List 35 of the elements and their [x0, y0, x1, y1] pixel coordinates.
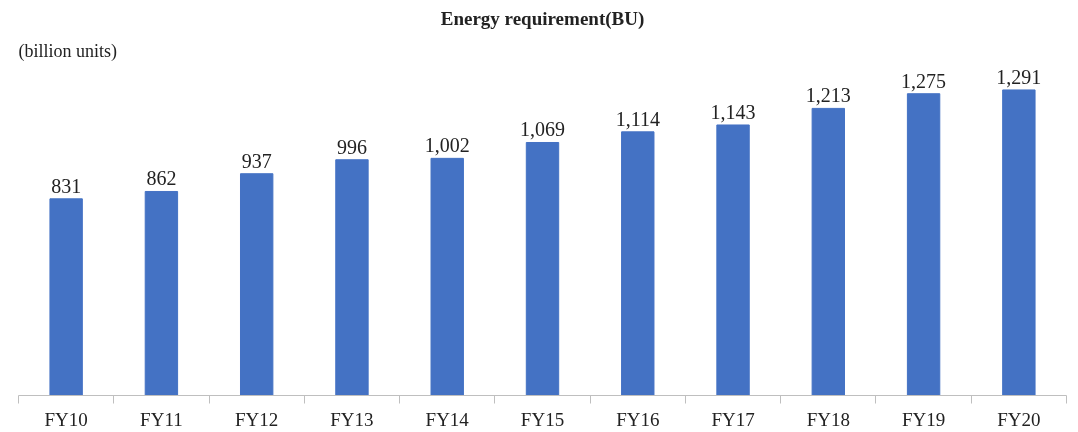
data-label: 1,143 [710, 100, 756, 123]
x-tick-label: FY19 [901, 408, 946, 430]
chart-title: Energy requirement(BU) [440, 7, 645, 30]
data-label: 1,275 [901, 69, 947, 92]
x-tick-label: FY13 [330, 408, 374, 430]
data-label: 1,291 [996, 65, 1042, 88]
bar [525, 141, 560, 396]
x-tick-label: FY18 [806, 408, 850, 430]
bar [621, 131, 655, 396]
bar [716, 124, 750, 396]
data-label: 937 [241, 149, 272, 172]
bar [811, 107, 846, 396]
data-label: 1,002 [424, 134, 470, 157]
x-tick-label: FY17 [711, 408, 755, 430]
bar [239, 173, 274, 396]
x-tick-label: FY16 [616, 408, 660, 430]
x-tick-label: FY10 [44, 408, 88, 430]
x-tick-label: FY15 [520, 408, 565, 430]
data-label: 1,069 [520, 118, 565, 141]
bar [335, 159, 369, 396]
bar [1002, 89, 1036, 396]
data-label: 862 [146, 167, 177, 190]
x-tick-label: FY14 [425, 408, 470, 430]
bar [144, 190, 179, 396]
x-tick-label: FY20 [997, 408, 1041, 430]
x-tick-label: FY12 [235, 408, 279, 430]
bar [906, 93, 941, 396]
x-tick-label: FY11 [140, 408, 183, 430]
y-axis-title: (billion units) [18, 40, 117, 62]
bar [49, 198, 83, 396]
data-label: 1,213 [805, 84, 851, 107]
data-label: 1,114 [615, 107, 660, 130]
bar [430, 157, 464, 396]
data-label: 996 [336, 135, 367, 158]
data-label: 831 [51, 174, 82, 197]
